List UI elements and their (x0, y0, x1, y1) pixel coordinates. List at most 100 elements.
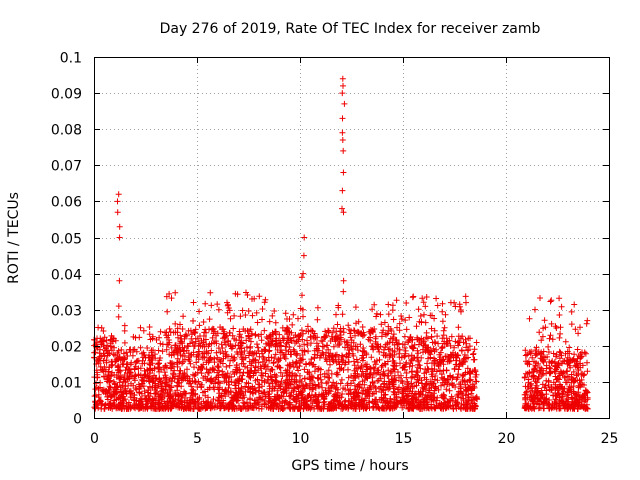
data-point (129, 352, 136, 359)
data-point (232, 385, 239, 392)
data-point (360, 405, 367, 412)
y-tick-label: 0.1 (60, 51, 82, 67)
data-point (546, 335, 553, 342)
data-point (214, 301, 221, 308)
data-point (325, 352, 332, 359)
data-point (244, 370, 251, 377)
data-point (584, 405, 591, 412)
data-point (557, 330, 564, 337)
data-point (281, 404, 288, 411)
data-point (448, 333, 455, 340)
data-point (417, 313, 424, 319)
data-point (446, 381, 453, 388)
data-point (379, 329, 386, 336)
data-point (231, 393, 238, 399)
data-point (149, 333, 156, 340)
data-point (455, 366, 462, 373)
data-point (302, 400, 309, 407)
data-point (104, 396, 111, 403)
data-point (305, 348, 312, 355)
data-point (115, 367, 121, 374)
data-point (213, 374, 220, 381)
data-point (180, 358, 187, 365)
data-point (168, 295, 175, 302)
data-point (372, 335, 379, 342)
data-point (215, 379, 222, 386)
data-point (455, 342, 462, 349)
data-point (290, 346, 297, 353)
y-tick-label: 0.04 (51, 268, 82, 284)
data-point (158, 366, 165, 373)
data-point (415, 306, 422, 313)
data-point (309, 386, 315, 393)
data-point (186, 375, 193, 382)
data-point (422, 319, 429, 326)
data-point (369, 374, 376, 381)
data-point (279, 349, 286, 356)
data-point (363, 366, 370, 373)
data-point (316, 405, 323, 412)
data-point (258, 365, 265, 372)
data-point (225, 385, 232, 391)
data-point (252, 363, 259, 370)
data-point (359, 324, 366, 330)
data-point (459, 373, 466, 379)
data-point (239, 356, 246, 363)
data-point (339, 311, 346, 318)
data-point (166, 339, 173, 346)
data-point (295, 338, 302, 345)
data-point (558, 383, 565, 390)
data-point (164, 308, 171, 315)
data-point (424, 401, 431, 408)
data-point (229, 332, 236, 339)
data-point (406, 363, 413, 370)
data-point (335, 304, 342, 311)
data-point (426, 349, 433, 356)
data-point (303, 404, 310, 410)
data-point (266, 342, 273, 349)
data-point (186, 380, 192, 387)
data-point (220, 355, 227, 362)
data-point (299, 306, 306, 313)
data-point (577, 360, 584, 367)
data-point (271, 355, 278, 362)
data-point (554, 391, 561, 398)
data-point (415, 379, 422, 386)
data-point (130, 397, 137, 404)
data-point (114, 383, 121, 389)
data-point (522, 352, 529, 359)
data-point (273, 340, 280, 347)
data-point (399, 394, 405, 401)
data-point (429, 360, 435, 366)
data-point (446, 387, 453, 394)
data-point (328, 383, 335, 390)
data-point (393, 339, 400, 346)
data-point (287, 392, 294, 399)
data-point (300, 356, 306, 363)
data-point (441, 324, 448, 331)
data-point (254, 341, 260, 348)
data-point (435, 386, 442, 393)
data-point (340, 367, 347, 373)
data-point (283, 340, 290, 347)
data-point (152, 384, 159, 391)
data-point (466, 343, 473, 350)
data-point (562, 379, 569, 386)
data-point (378, 405, 385, 412)
data-point (573, 372, 580, 379)
data-point (292, 332, 299, 338)
data-point (523, 389, 529, 396)
data-point (127, 369, 134, 376)
data-point (328, 403, 335, 409)
data-point (401, 344, 408, 351)
data-point (373, 388, 380, 395)
data-point (386, 385, 393, 392)
data-point (418, 318, 425, 325)
data-point (408, 368, 415, 375)
data-point (170, 370, 176, 377)
y-tick-label: 0.06 (51, 195, 82, 211)
data-point (526, 394, 533, 401)
data-point (336, 341, 343, 348)
x-tick-label: 15 (395, 431, 413, 447)
data-point (389, 402, 396, 409)
